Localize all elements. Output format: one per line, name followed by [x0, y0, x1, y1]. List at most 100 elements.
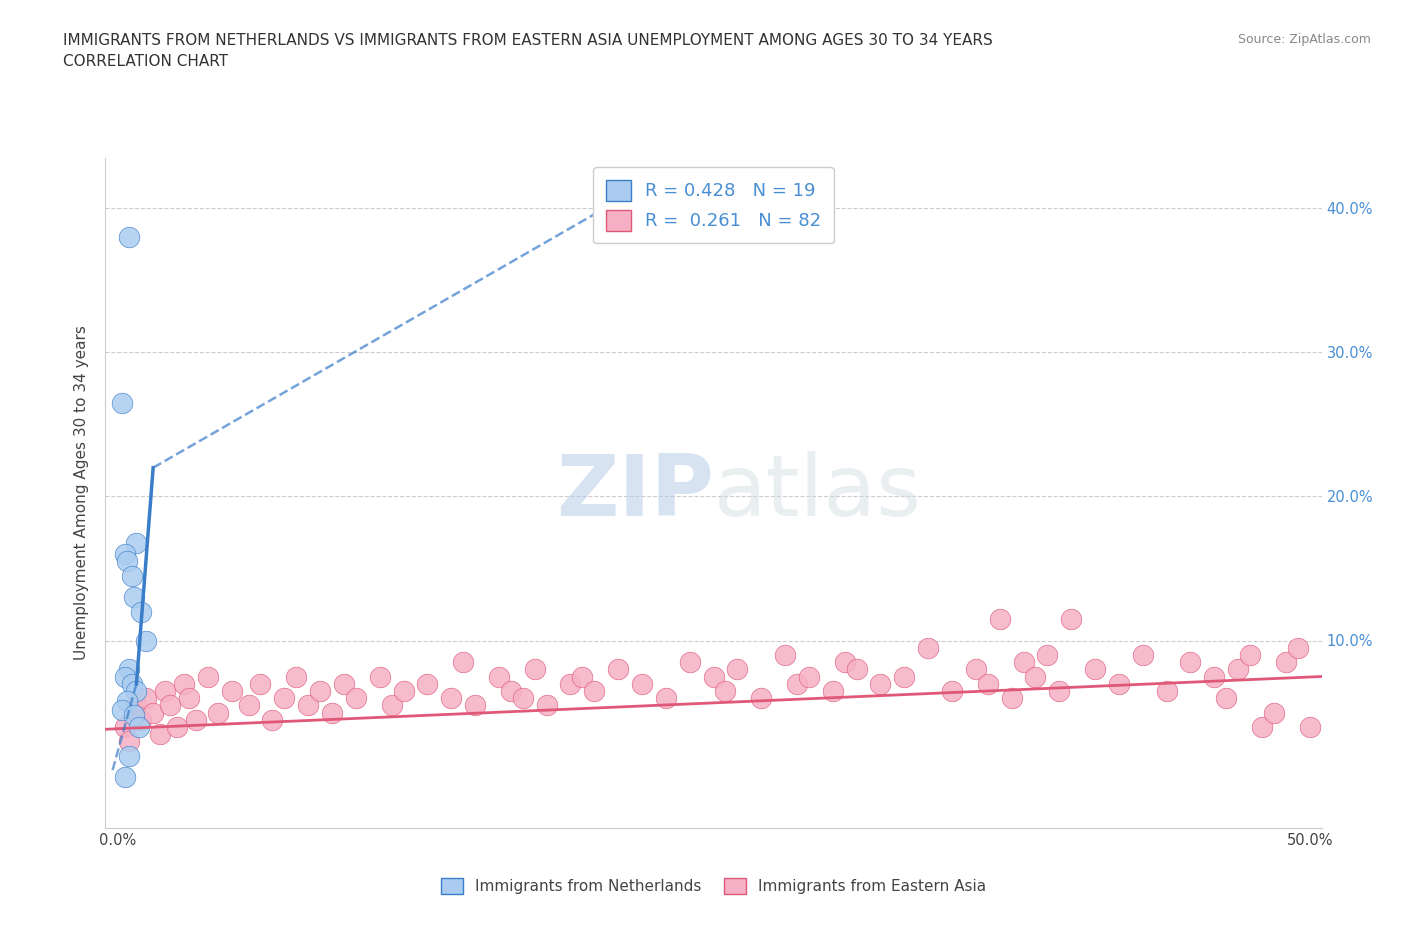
Point [1132, 647, 1154, 662]
Point [451, 655, 474, 670]
Point [834, 655, 856, 670]
Point [583, 684, 606, 698]
Point [714, 684, 737, 698]
Point [1204, 669, 1226, 684]
Point [607, 662, 630, 677]
Point [1299, 720, 1322, 735]
Point [1215, 691, 1237, 706]
Point [142, 705, 165, 720]
Point [344, 691, 367, 706]
Point [115, 554, 138, 569]
Point [499, 684, 522, 698]
Point [114, 669, 136, 684]
Point [1108, 676, 1130, 691]
Point [262, 712, 284, 727]
Point [821, 684, 844, 698]
Point [977, 676, 1000, 691]
Point [702, 669, 725, 684]
Point [1012, 655, 1035, 670]
Point [381, 698, 404, 712]
Point [173, 676, 195, 691]
Point [159, 698, 181, 712]
Point [893, 669, 915, 684]
Point [128, 720, 150, 735]
Point [297, 698, 319, 712]
Point [440, 691, 463, 706]
Point [238, 698, 260, 712]
Point [1060, 611, 1083, 626]
Point [1024, 669, 1046, 684]
Point [122, 708, 145, 723]
Point [679, 655, 702, 670]
Point [114, 770, 136, 785]
Point [118, 230, 141, 245]
Point [869, 676, 891, 691]
Point [655, 691, 678, 706]
Point [1239, 647, 1261, 662]
Point [207, 705, 229, 720]
Point [184, 712, 207, 727]
Point [118, 662, 141, 677]
Point [249, 676, 271, 691]
Point [129, 712, 152, 727]
Point [197, 669, 219, 684]
Point [121, 568, 143, 583]
Point [488, 669, 510, 684]
Point [121, 676, 143, 691]
Point [965, 662, 987, 677]
Point [1156, 684, 1178, 698]
Point [749, 691, 772, 706]
Point [1227, 662, 1250, 677]
Point [1251, 720, 1274, 735]
Point [115, 694, 138, 709]
Point [1263, 705, 1285, 720]
Point [114, 547, 136, 562]
Point [111, 702, 134, 717]
Text: atlas: atlas [713, 451, 921, 535]
Point [1275, 655, 1298, 670]
Point [153, 684, 176, 698]
Text: IMMIGRANTS FROM NETHERLANDS VS IMMIGRANTS FROM EASTERN ASIA UNEMPLOYMENT AMONG A: IMMIGRANTS FROM NETHERLANDS VS IMMIGRANT… [63, 33, 993, 47]
Point [177, 691, 200, 706]
Point [125, 684, 148, 698]
Point [321, 705, 343, 720]
Point [135, 633, 157, 648]
Point [273, 691, 295, 706]
Point [114, 720, 136, 735]
Point [118, 734, 141, 749]
Point [111, 395, 134, 410]
Point [416, 676, 439, 691]
Point [988, 611, 1011, 626]
Point [129, 604, 152, 619]
Point [221, 684, 243, 698]
Text: Source: ZipAtlas.com: Source: ZipAtlas.com [1237, 33, 1371, 46]
Point [571, 669, 593, 684]
Point [917, 640, 939, 655]
Point [122, 590, 145, 604]
Point [560, 676, 582, 691]
Point [392, 684, 415, 698]
Text: ZIP: ZIP [555, 451, 713, 535]
Point [1180, 655, 1202, 670]
Point [368, 669, 391, 684]
Text: CORRELATION CHART: CORRELATION CHART [63, 54, 228, 69]
Point [631, 676, 654, 691]
Point [125, 535, 148, 550]
Point [135, 691, 157, 706]
Point [1286, 640, 1309, 655]
Point [309, 684, 332, 698]
Point [125, 698, 148, 712]
Point [166, 720, 188, 735]
Point [786, 676, 808, 691]
Point [333, 676, 356, 691]
Point [941, 684, 963, 698]
Point [1084, 662, 1107, 677]
Point [523, 662, 546, 677]
Point [773, 647, 796, 662]
Point [1036, 647, 1059, 662]
Legend: Immigrants from Netherlands, Immigrants from Eastern Asia: Immigrants from Netherlands, Immigrants … [434, 872, 993, 900]
Point [1047, 684, 1070, 698]
Point [536, 698, 558, 712]
Point [285, 669, 308, 684]
Point [464, 698, 486, 712]
